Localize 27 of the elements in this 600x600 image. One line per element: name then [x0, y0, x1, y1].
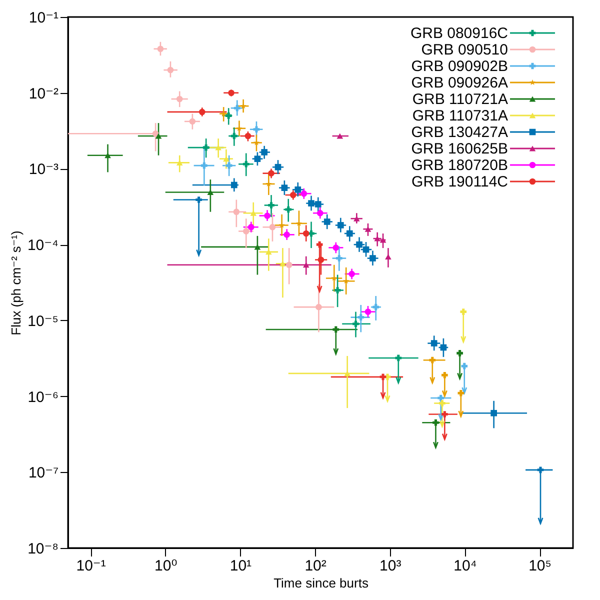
x-tick-label: 10⁵	[528, 558, 552, 574]
legend-label: GRB 130427A	[411, 124, 508, 141]
y-tick-label: 10⁻⁶	[28, 388, 58, 406]
legend-label: GRB 110721A	[412, 91, 508, 108]
legend-label: GRB 090510	[421, 42, 508, 58]
legend-label: GRB 190114C	[412, 174, 508, 190]
y-tick-label: 10⁻⁴	[27, 237, 58, 254]
x-axis-title: Time since burts	[274, 576, 369, 590]
y-tick-label: 10⁻⁵	[28, 312, 58, 330]
x-tick-label: 10⁻¹	[76, 558, 106, 574]
y-axis-title: Flux (ph cm⁻² s⁻¹)	[8, 230, 24, 336]
legend-label: GRB 090926A	[411, 74, 508, 92]
y-tick-label: 10⁻²	[28, 85, 58, 102]
y-tick-label: 10⁻⁸	[28, 540, 58, 558]
x-tick-label: 10⁴	[454, 558, 477, 574]
legend-label: GRB 090902B	[411, 58, 508, 75]
x-tick-label: 10³	[380, 558, 402, 574]
legend-label: GRB 110731A	[412, 108, 508, 124]
legend-label: GRB 080916C	[410, 25, 508, 42]
x-tick-label: 10¹	[230, 558, 252, 574]
y-tick-label: 10⁻³	[28, 161, 58, 178]
y-tick-label: 10⁻¹	[28, 10, 58, 26]
x-tick-label: 10⁰	[154, 558, 178, 574]
legend-label: GRB 160625B	[411, 140, 508, 158]
x-tick-label: 10²	[304, 558, 326, 574]
legend-label: GRB 180720B	[411, 157, 508, 174]
y-tick-label: 10⁻⁷	[28, 464, 58, 482]
